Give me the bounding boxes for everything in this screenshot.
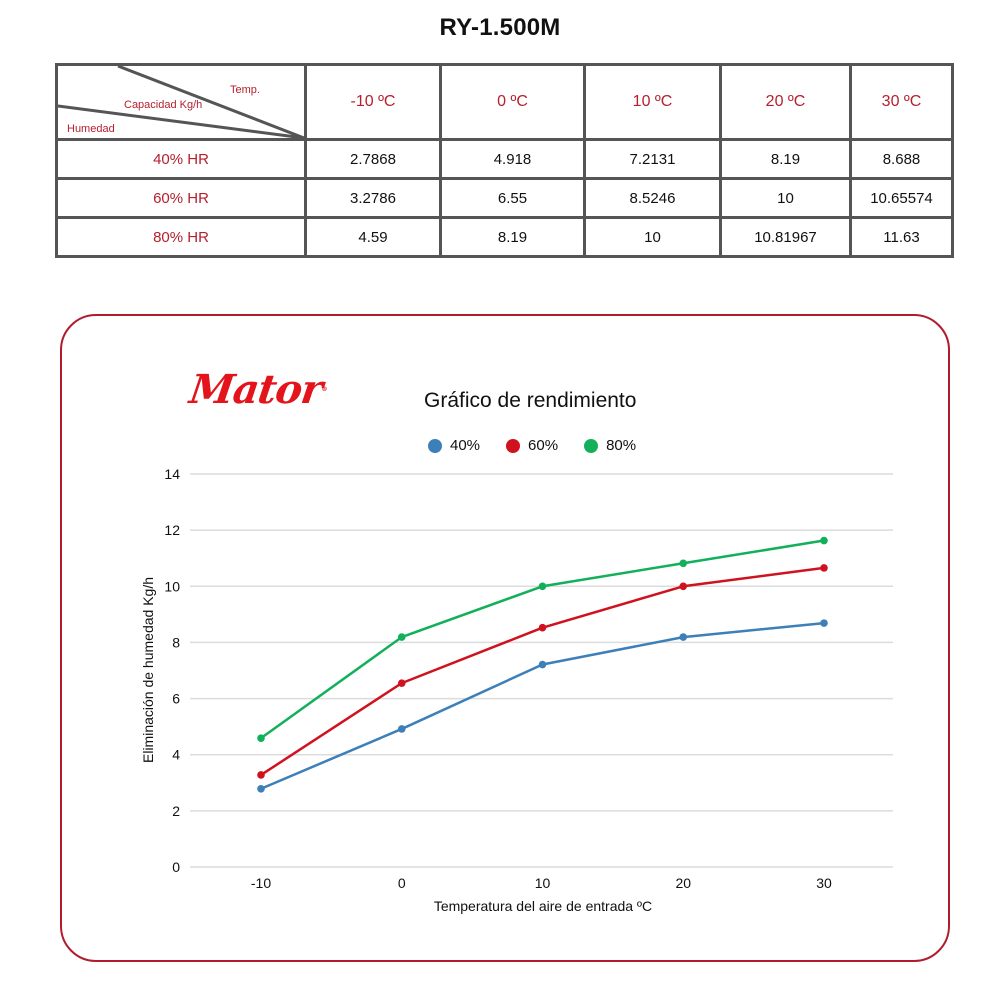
y-tick-label: 4 [172,747,180,763]
data-point-marker-icon [397,633,406,641]
table-row: 60% HR 3.2786 6.55 8.5246 10 10.65574 [55,177,954,219]
x-tick-label: -10 [251,875,271,891]
series-line [260,539,825,740]
y-axis-ticks: 0 2 4 6 8 10 12 14 [164,466,180,875]
y-tick-label: 6 [172,691,180,707]
data-point-marker-icon [820,536,828,545]
row-label: 40% HR [55,138,307,180]
legend-label: 60% [528,437,559,454]
data-point-marker-icon [679,633,688,641]
column-header: 10 ºC [583,63,722,141]
series-80pct [257,536,828,742]
y-tick-label: 2 [172,803,180,819]
series-60pct [257,564,828,779]
corner-diagonal-lines [58,66,304,138]
table-row: 80% HR 4.59 8.19 10 10.81967 11.63 [55,216,954,258]
data-point-marker-icon [679,559,688,568]
capacity-table: Temp. Capacidad Kg/h Humedad -10 ºC 0 ºC… [55,63,954,258]
chart-legend: 40% 60% 80% [428,437,636,454]
corner-humidity-label: Humedad [67,123,115,135]
x-tick-label: 10 [535,875,551,891]
data-point-marker-icon [257,784,265,793]
data-point-marker-icon [679,582,688,591]
corner-temp-label: Temp. [230,84,260,96]
table-cell: 10.65574 [849,177,954,219]
series-line [260,566,825,777]
table-cell: 3.2786 [304,177,442,219]
column-header: -10 ºC [304,63,442,141]
legend-item-60: 60% [506,437,558,454]
data-point-marker-icon [538,660,547,669]
table-cell: 6.55 [439,177,586,219]
y-tick-label: 10 [164,578,180,594]
data-point-marker-icon [257,734,265,742]
table-cell: 8.5246 [583,177,722,219]
table-header-row: Temp. Capacidad Kg/h Humedad -10 ºC 0 ºC… [55,63,954,141]
table-cell: 10.81967 [719,216,852,258]
table-cell: 8.688 [849,138,954,180]
legend-dot-icon [428,438,442,453]
row-label: 80% HR [55,216,307,258]
legend-label: 40% [450,437,481,454]
y-tick-label: 8 [172,634,180,650]
column-header: 30 ºC [849,63,954,141]
x-axis-title: Temperatura del aire de entrada ºC [434,898,652,914]
table-cell: 10 [583,216,722,258]
data-point-marker-icon [820,564,828,572]
x-axis-ticks: -10 0 10 20 30 [251,875,832,891]
table-cell: 8.19 [439,216,586,258]
table-cell: 4.918 [439,138,586,180]
series-40pct [257,619,828,793]
column-header: 20 ºC [719,63,852,141]
x-tick-label: 20 [675,875,691,891]
table-cell: 8.19 [719,138,852,180]
column-header: 0 ºC [439,63,586,141]
data-point-marker-icon [257,771,265,779]
corner-capacity-label: Capacidad Kg/h [124,99,203,111]
y-tick-label: 0 [172,859,180,875]
table-cell: 7.2131 [583,138,722,180]
data-point-marker-icon [820,619,828,627]
chart-title: Gráfico de rendimiento [424,389,637,412]
legend-item-80: 80% [584,437,636,454]
legend-item-40: 40% [428,437,480,454]
table-cell: 11.63 [849,216,954,258]
x-tick-label: 0 [398,875,406,891]
data-point-marker-icon [397,725,406,733]
chart-card [60,314,950,962]
data-point-marker-icon [397,679,406,687]
data-series [257,536,828,793]
legend-dot-icon [506,438,521,453]
series-line [260,621,825,790]
gridlines [190,473,893,868]
y-tick-label: 14 [164,466,180,482]
data-point-marker-icon [538,582,547,591]
x-tick-label: 30 [816,875,832,891]
legend-dot-icon [584,438,599,453]
table-corner-cell: Temp. Capacidad Kg/h Humedad [55,63,307,141]
legend-label: 80% [606,437,637,454]
row-label: 60% HR [55,177,307,219]
table-row: 40% HR 2.7868 4.918 7.2131 8.19 8.688 [55,138,954,180]
data-point-marker-icon [538,623,547,632]
table-cell: 10 [719,177,852,219]
table-cell: 2.7868 [304,138,442,180]
y-tick-label: 12 [164,522,180,538]
y-axis-title: Eliminación de humedad Kg/h [140,577,156,763]
page-title: RY-1.500M [439,14,561,41]
table-cell: 4.59 [304,216,442,258]
